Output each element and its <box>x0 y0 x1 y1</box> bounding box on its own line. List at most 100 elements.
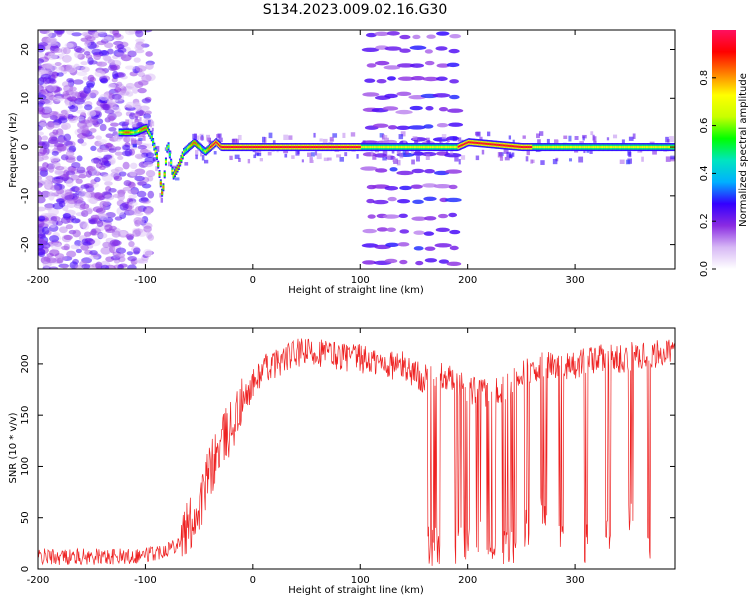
x-tick-label: 300 <box>566 275 585 286</box>
spectrogram-ridge-core <box>636 146 639 149</box>
spectrogram-ridge-core <box>329 146 332 149</box>
spectrogram-ridge-core <box>319 146 322 149</box>
spectrogram-ridge-core <box>604 146 607 149</box>
spectrogram-cell <box>154 145 160 152</box>
snr-x-label: Height of straight line (km) <box>288 585 424 596</box>
y-tick-label: -10 <box>20 188 31 204</box>
spectrogram-cell <box>362 92 380 97</box>
spectrogram-ridge-core <box>327 146 330 149</box>
spectrogram-cell <box>76 71 88 77</box>
spectrogram-ridge-core <box>299 146 302 149</box>
spectrogram-cell <box>475 155 480 161</box>
spectrogram-ridge-core <box>220 145 223 148</box>
spectrogram-ridge-core <box>554 146 557 149</box>
spectrogram-cell <box>323 157 329 162</box>
spectrogram-ridge-core <box>222 146 225 149</box>
spectrogram-cell <box>399 152 404 159</box>
spectrogram-ridge-core <box>296 146 299 149</box>
spectrogram-ridge-core <box>519 145 522 148</box>
spectrogram-cell <box>632 133 636 139</box>
spectrogram-cell <box>49 114 58 121</box>
spectrogram-ridge-core <box>396 146 399 149</box>
spectrogram-cell <box>445 148 448 155</box>
spectrogram-cell <box>85 170 92 178</box>
spectrogram-ridge-core <box>649 146 652 149</box>
spectrogram-ridge-core <box>586 146 589 149</box>
spectrogram-cell <box>435 46 448 51</box>
spectrogram-ridge-core <box>198 145 201 148</box>
spectrogram-ridge-core <box>183 150 186 153</box>
spectrogram-cell <box>77 138 84 144</box>
spectrogram-ridge-core <box>595 146 598 149</box>
spectrogram-ridge-core <box>210 145 213 148</box>
spectrogram-ridge-core <box>143 127 146 130</box>
spectrogram-cell <box>117 193 125 201</box>
spectrogram-ridge-core <box>415 146 418 149</box>
spectrogram-cell <box>133 247 141 254</box>
spectrogram-ridge-core <box>224 146 227 149</box>
spectrogram-ridge-core <box>274 146 277 149</box>
spectrogram-ridge-core <box>301 146 304 149</box>
spectrogram-ridge-core <box>232 146 235 149</box>
spectrogram-cell <box>288 135 293 140</box>
spectrogram-cell <box>101 156 109 164</box>
spectrogram-cell <box>66 250 77 258</box>
spectrogram-ridge-core <box>221 146 224 149</box>
colorbar-label: Normalized spectral amplitude <box>738 73 749 227</box>
spectrogram-ridge-core <box>665 146 668 149</box>
spectrogram-cell <box>88 60 98 65</box>
spectrogram-cell <box>94 176 101 183</box>
spectrogram-cell <box>103 200 111 207</box>
spectrogram-cell <box>235 138 239 145</box>
spectrogram-ridge-core <box>125 131 128 134</box>
spectrogram-ridge-core <box>532 146 535 149</box>
spectrogram-cell <box>512 152 515 157</box>
spectrogram-cell <box>100 77 109 84</box>
spectrogram-cell <box>38 242 45 250</box>
spectrogram-ridge-core <box>241 146 244 149</box>
spectrogram-cell <box>38 190 42 195</box>
spectrogram-ridge-core <box>268 146 271 149</box>
spectrogram-ridge-core <box>185 148 188 151</box>
spectrogram-cell <box>384 258 398 264</box>
spectrogram-cell <box>55 65 65 72</box>
spectrogram-cell <box>641 156 644 162</box>
spectrogram-ridge-core <box>522 146 525 149</box>
spectrogram-cell <box>405 151 409 155</box>
spectrogram-ridge-core <box>668 146 671 149</box>
spectrogram-ridge-core <box>351 146 354 149</box>
spectrogram-ridge-core <box>625 146 628 149</box>
spectrogram-ridge-core <box>136 130 139 133</box>
spectrogram-ridge-core <box>376 146 379 149</box>
spectrogram-cell <box>486 131 491 137</box>
spectrogram-cell <box>45 121 55 130</box>
spectrogram-cell <box>424 216 437 221</box>
spectrogram-cell <box>38 107 46 115</box>
spectrogram-ridge-core <box>400 146 403 149</box>
spectrogram-ridge-core <box>613 146 616 149</box>
spectrogram-ridge-core <box>418 146 421 149</box>
spectrogram-ridge-core <box>458 145 461 148</box>
spectrogram-ridge-core <box>332 146 335 149</box>
spectrogram-cell <box>133 57 141 63</box>
spectrogram-cell <box>200 151 203 157</box>
spectrogram-ridge-core <box>244 146 247 149</box>
spectrogram-cell <box>360 166 378 171</box>
spectrogram-cell <box>49 235 60 242</box>
spectrogram-cell <box>85 208 93 215</box>
spectrogram-ridge-core <box>208 147 211 150</box>
spectrogram-cell <box>38 196 46 204</box>
spectrogram-ridge-core <box>416 146 419 149</box>
spectrogram-ridge-core <box>335 146 338 149</box>
spectrogram-ridge-core <box>118 131 121 134</box>
y-tick-label: -20 <box>20 236 31 252</box>
spectrogram-ridge-core <box>422 146 425 149</box>
spectrogram-cell <box>450 151 454 155</box>
spectrogram-cell <box>445 169 463 174</box>
x-tick-label: -100 <box>134 275 157 286</box>
spectrogram-cell <box>90 214 100 220</box>
spectrogram-cell <box>100 246 112 255</box>
spectrogram-cell <box>238 157 241 162</box>
spectrogram-cell <box>135 116 138 120</box>
spectrogram-cell <box>344 152 348 157</box>
